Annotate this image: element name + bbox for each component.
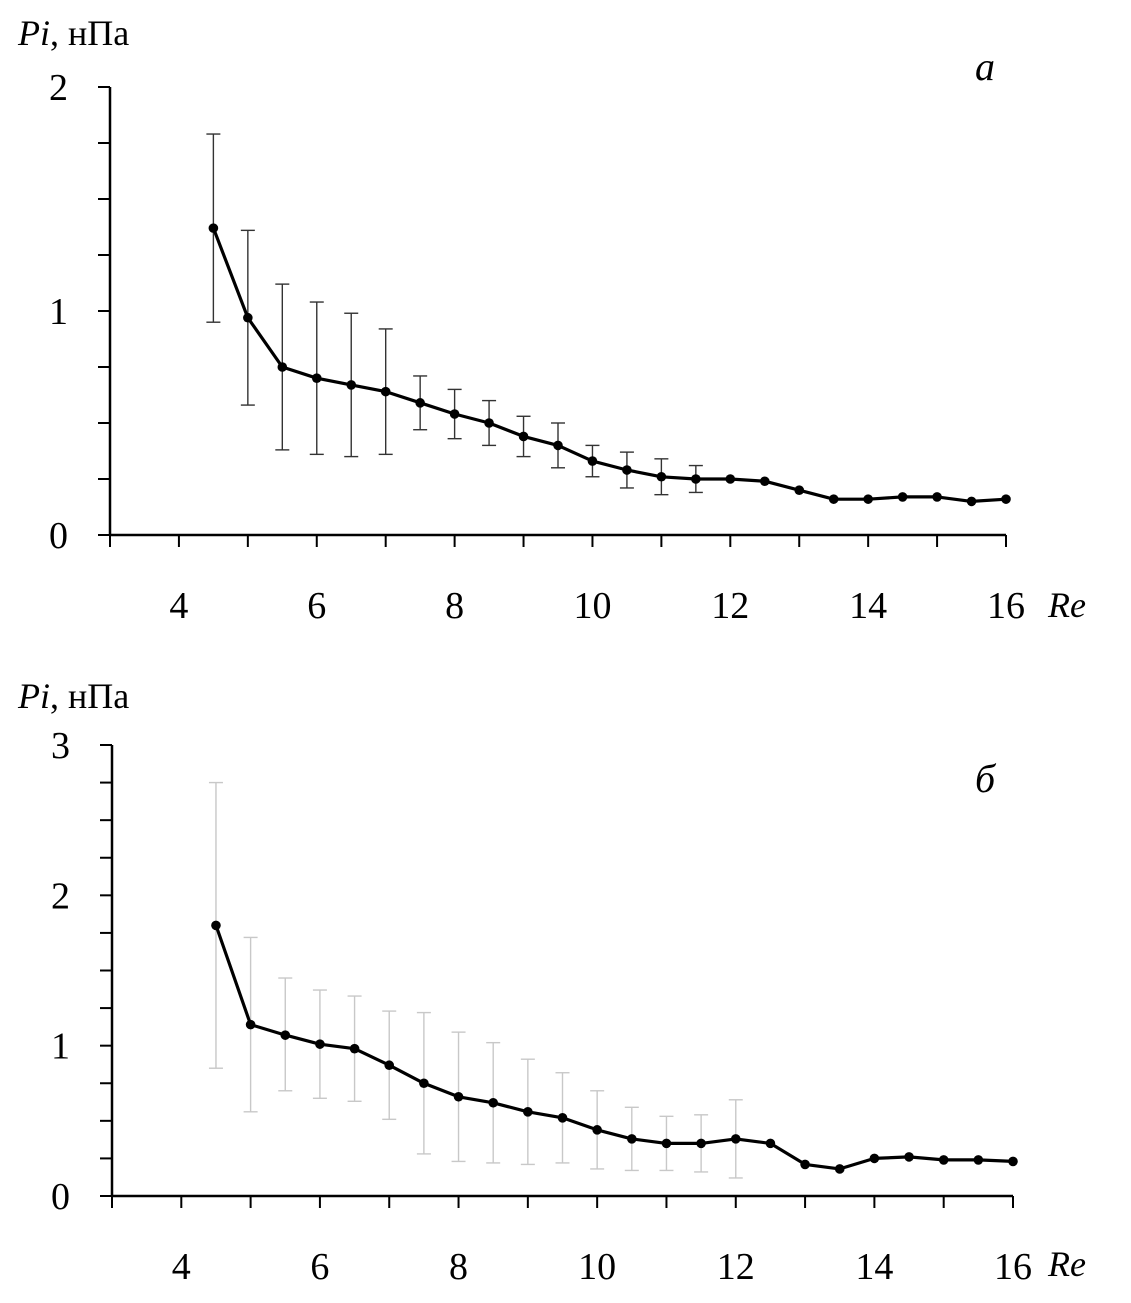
data-point — [897, 492, 908, 502]
data-point — [828, 494, 839, 504]
x-tick-label: 4 — [169, 585, 188, 627]
x-tick-label: 6 — [307, 585, 326, 627]
series-a — [208, 223, 1011, 507]
data-point — [1008, 1156, 1018, 1167]
x-tick-label: 4 — [172, 1246, 191, 1288]
y-tick-label: 3 — [51, 725, 70, 767]
data-point — [869, 1153, 880, 1164]
data-point — [696, 1138, 706, 1149]
data-point — [449, 409, 460, 419]
x-tick-label: 12 — [711, 585, 749, 627]
data-point — [245, 1019, 256, 1030]
data-point — [730, 1134, 741, 1144]
data-point — [208, 223, 219, 233]
y-axis-title-unit-b: , нПа — [50, 676, 129, 716]
data-point — [759, 476, 770, 487]
data-point — [622, 465, 632, 475]
x-axis-title-b: Re — [1047, 1244, 1086, 1284]
y-tick-label: 0 — [51, 1176, 70, 1218]
x-tick-label: 16 — [994, 1246, 1032, 1288]
data-point — [484, 418, 494, 428]
data-point — [280, 1030, 291, 1040]
data-point — [419, 1078, 429, 1089]
data-point — [691, 474, 701, 484]
data-point — [725, 474, 736, 484]
y-axis-title-symbol-a: Pi — [17, 13, 50, 53]
data-point — [488, 1097, 498, 1108]
data-point — [765, 1138, 776, 1149]
y-axis-title-symbol-b: Pi — [17, 676, 50, 716]
data-point — [243, 312, 253, 323]
data-point — [384, 1060, 395, 1071]
data-point — [587, 456, 598, 466]
data-point — [592, 1125, 602, 1135]
x-tick-label: 16 — [987, 585, 1025, 627]
data-point — [794, 485, 805, 496]
x-tick-label: 14 — [855, 1246, 893, 1288]
data-point — [863, 494, 873, 504]
data-point — [415, 398, 425, 408]
series-line — [214, 924, 1014, 1171]
data-point — [277, 362, 288, 372]
x-axis-title-a: Re — [1047, 585, 1086, 625]
y-tick-label: 2 — [51, 875, 70, 917]
data-point — [553, 440, 563, 451]
series-line — [211, 227, 1007, 503]
y-tick-label: 2 — [49, 67, 68, 109]
data-point — [346, 380, 357, 390]
x-tick-label: 8 — [449, 1246, 468, 1288]
y-tick-label: 0 — [49, 515, 68, 557]
x-tick-label: 6 — [310, 1246, 329, 1288]
data-point — [315, 1039, 325, 1049]
data-point — [800, 1159, 810, 1170]
data-point — [349, 1043, 360, 1054]
data-point — [661, 1138, 672, 1149]
data-point — [523, 1107, 533, 1117]
y-axis-title-unit-a: , нПа — [50, 13, 129, 53]
data-point — [656, 471, 667, 482]
data-point — [973, 1155, 984, 1165]
data-point — [518, 431, 529, 442]
y-tick-label: 1 — [51, 1026, 70, 1068]
data-point — [904, 1152, 914, 1162]
data-point — [627, 1134, 637, 1144]
y-axis-title-b: Pi, нПа — [17, 676, 129, 716]
y-tick-label: 1 — [49, 291, 68, 333]
y-axis-title-a: Pi, нПа — [17, 13, 129, 53]
x-tick-label: 10 — [578, 1246, 616, 1288]
data-point — [938, 1155, 949, 1165]
data-point — [1001, 494, 1011, 504]
data-point — [932, 492, 942, 502]
panel-label-b: б — [975, 756, 997, 801]
data-point — [380, 386, 391, 397]
data-point — [557, 1113, 568, 1123]
x-tick-label: 12 — [717, 1246, 755, 1288]
x-tick-label: 14 — [849, 585, 887, 627]
data-point — [453, 1091, 464, 1102]
series-b — [211, 920, 1018, 1174]
panel-label-a: а — [975, 44, 995, 89]
data-point — [211, 920, 221, 931]
error-bars-a — [206, 133, 703, 496]
data-point — [966, 496, 977, 507]
x-tick-label: 8 — [445, 585, 464, 627]
data-point — [834, 1164, 845, 1174]
error-bars-b — [208, 781, 743, 1179]
x-tick-label: 10 — [573, 585, 611, 627]
data-point — [311, 373, 322, 384]
